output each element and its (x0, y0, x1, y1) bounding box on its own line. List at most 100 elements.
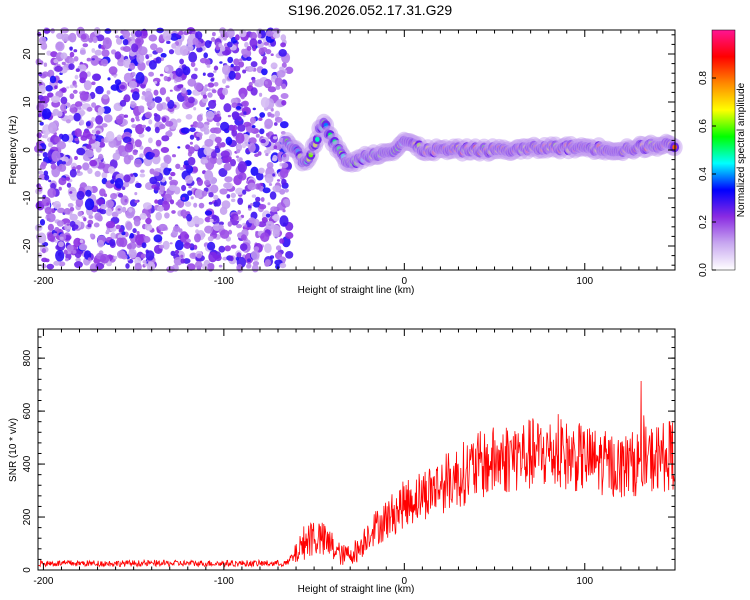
spectrogram-cell (44, 174, 50, 181)
spectrogram-cell (184, 95, 189, 102)
spectrogram-cell (48, 142, 53, 148)
spectrogram-cell (207, 72, 215, 78)
spectrogram-cell (54, 65, 63, 72)
spectrogram-cell (272, 185, 282, 193)
spectrogram-cell (283, 153, 287, 158)
colorbar-label: Normalized spectral amplitude (736, 82, 747, 217)
spectrogram-cell (189, 127, 196, 133)
colorbar: 0.0 0.2 0.4 0.6 0.8 Normalized spectral ampl… (698, 29, 747, 277)
spectrogram-cell (259, 128, 265, 135)
spectrogram-cell (275, 85, 281, 90)
spectrogram-cell (187, 190, 193, 196)
spectrogram-cell (162, 240, 170, 250)
spectrogram-cell (182, 66, 191, 76)
spectrogram-cell (231, 111, 240, 119)
colorbar-tick-label: 0.4 (698, 167, 709, 181)
x-tick-label: -100 (214, 276, 234, 287)
spectrogram-cell (266, 162, 274, 169)
spectrogram-cell (69, 168, 77, 178)
spectrogram-cell (262, 187, 271, 194)
spectrogram-cell (58, 186, 62, 191)
spectrogram-cell (172, 154, 176, 158)
spectrogram-cell (65, 257, 69, 262)
spectrogram-ylabel: Frequency (Hz) (8, 116, 19, 185)
spectrogram-cell (89, 159, 98, 167)
spectrogram-cell (95, 85, 104, 95)
spectrogram-cell (60, 156, 69, 163)
spectrogram-cell (270, 62, 278, 70)
spectrogram-cell (181, 87, 187, 94)
x-tick-label: 100 (576, 576, 593, 587)
spectrogram-cell (208, 251, 218, 263)
spectrogram-cell (204, 216, 212, 223)
spectrogram-cell (79, 239, 83, 244)
spectrogram-cell (236, 252, 242, 259)
spectrogram-cell (240, 93, 246, 100)
spectrogram-cell (198, 202, 205, 209)
spectrogram-cell (84, 198, 95, 211)
spectrogram-cell (230, 192, 236, 198)
spectrogram-cell (210, 184, 219, 194)
spectrogram-cell (135, 118, 140, 122)
spectrogram-cell (53, 232, 57, 237)
spectrogram-cell (105, 199, 115, 209)
spectrogram-cell (191, 73, 198, 80)
snr-frame (37, 328, 676, 571)
spectrogram-cell (50, 28, 55, 34)
spectrogram-cell (76, 147, 86, 156)
spectrogram-cell (255, 172, 264, 181)
spectrogram-cell (39, 121, 44, 126)
spectrogram-cell (138, 46, 148, 56)
spectrogram-cell (105, 207, 113, 217)
spectrogram-cell (213, 65, 219, 71)
spectrogram-cell (257, 33, 262, 39)
spectrogram-cell (74, 156, 78, 160)
spectrogram-cell (193, 107, 197, 111)
y-tick-label: 400 (22, 455, 33, 472)
spectrogram-cell (92, 73, 101, 81)
spectrogram-cell (101, 171, 108, 179)
spectrogram-cell (117, 192, 124, 198)
spectrogram-cell (104, 28, 112, 34)
spectrogram-cell (163, 167, 171, 176)
spectrogram-cell (238, 172, 247, 181)
spectrogram-cell (223, 182, 232, 189)
spectrogram-cell (122, 30, 131, 39)
spectrogram-cell (250, 31, 257, 41)
spectrogram-cell (73, 49, 78, 53)
spectrogram-cell (211, 89, 217, 94)
spectrogram-cell (265, 213, 271, 218)
spectrogram-cell (285, 231, 294, 240)
spectrogram-cell (122, 39, 129, 46)
spectrogram-cell (282, 209, 286, 213)
spectrogram-cell (267, 112, 272, 116)
spectrogram-cell (171, 43, 177, 49)
spectrogram-cell (274, 116, 283, 123)
spectrogram-cell (114, 79, 122, 86)
spectrogram-cell (78, 243, 88, 251)
spectrogram-cell (97, 57, 101, 61)
spectrogram-cell (244, 41, 249, 48)
spectrogram-cell (63, 208, 71, 215)
spectrogram-cell (285, 251, 294, 259)
spectrogram-cell (218, 168, 228, 177)
x-tick-label: 100 (576, 276, 593, 287)
spectrogram-cell (38, 170, 44, 175)
spectrogram-cell (45, 258, 50, 263)
figure-title: S196.2026.052.17.31.G29 (288, 2, 452, 18)
spectrogram-cell (138, 107, 145, 114)
y-tick-label: 20 (22, 48, 33, 60)
spectrogram-cell (243, 111, 247, 115)
spectrogram-cell (182, 196, 186, 201)
spectrogram-cell (193, 82, 203, 91)
spectrogram-cell (178, 30, 184, 36)
spectrogram-cell (115, 35, 120, 39)
spectrogram-cell (56, 141, 67, 150)
spectrogram-cell (189, 134, 195, 140)
spectrogram-cell (74, 74, 79, 80)
spectrogram-cell (175, 67, 183, 77)
spectrogram-cell (90, 55, 100, 66)
spectrogram-cell (121, 206, 127, 213)
spectrogram-cell (244, 224, 248, 228)
spectrogram-cell (237, 197, 244, 205)
